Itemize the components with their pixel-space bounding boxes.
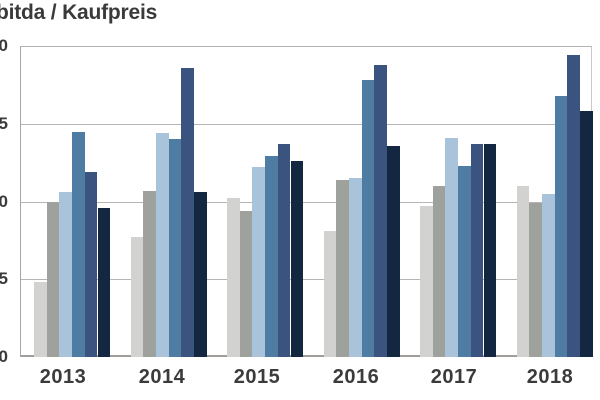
bar-2013-series-gray bbox=[46, 201, 60, 357]
bar-2014-series-gray bbox=[143, 190, 156, 357]
bar-2017-series-light-blue bbox=[445, 137, 459, 357]
x-axis-label-2016: 2016 bbox=[332, 366, 380, 388]
bar-2016-series-steel-blue bbox=[361, 80, 375, 357]
gridline-10 bbox=[21, 202, 591, 203]
gridline-5 bbox=[21, 279, 591, 280]
x-axis-label-2018: 2018 bbox=[526, 366, 574, 388]
bar-2013-series-light-blue bbox=[59, 192, 73, 357]
x-axis-label-2014: 2014 bbox=[138, 366, 186, 388]
bar-2018-series-navy bbox=[580, 111, 593, 357]
bar-2016-series-navy bbox=[387, 145, 400, 357]
bar-2017-series-dark-slate-blue bbox=[470, 143, 484, 357]
bar-2013-series-light-gray bbox=[34, 282, 47, 357]
bar-2016-series-light-blue bbox=[348, 178, 362, 357]
bar-2018-series-light-gray bbox=[516, 185, 530, 357]
bar-2013-series-steel-blue bbox=[72, 131, 85, 357]
bar-2014-series-light-blue bbox=[155, 133, 169, 357]
bar-2017-series-steel-blue bbox=[458, 165, 471, 357]
x-axis-label-2013: 2013 bbox=[39, 366, 87, 388]
bar-2017-series-light-gray bbox=[420, 206, 433, 357]
y-axis-tick-label: 0 bbox=[0, 347, 8, 366]
y-axis-tick-label: 10 bbox=[0, 192, 8, 211]
gridline-15 bbox=[21, 124, 591, 125]
bar-2014-series-navy bbox=[194, 192, 207, 357]
bar-2018-series-dark-slate-blue bbox=[567, 55, 580, 357]
bar-2016-series-dark-slate-blue bbox=[374, 64, 387, 357]
bar-2017-series-navy bbox=[483, 143, 497, 357]
bar-2015-series-light-gray bbox=[227, 198, 240, 357]
bar-2015-series-navy bbox=[290, 161, 304, 357]
y-axis-tick-label: 15 bbox=[0, 114, 8, 133]
x-axis-label-2015: 2015 bbox=[233, 366, 281, 388]
bar-2016-series-light-gray bbox=[323, 231, 337, 357]
x-axis-label-2017: 2017 bbox=[430, 366, 478, 388]
bar-2018-series-gray bbox=[529, 203, 542, 357]
y-axis-tick-label: 5 bbox=[0, 269, 8, 288]
bar-2014-series-light-gray bbox=[130, 237, 144, 357]
bar-2014-series-dark-slate-blue bbox=[181, 67, 194, 357]
bar-2017-series-gray bbox=[432, 185, 446, 357]
bar-2018-series-light-blue bbox=[541, 193, 555, 357]
bar-2013-series-dark-slate-blue bbox=[84, 171, 98, 357]
bar-2015-series-dark-slate-blue bbox=[277, 143, 291, 357]
bar-2016-series-gray bbox=[336, 179, 349, 357]
bar-2015-series-light-blue bbox=[252, 167, 266, 357]
bar-2015-series-gray bbox=[239, 210, 253, 357]
bar-2013-series-navy bbox=[97, 207, 111, 357]
chart-title: bitda / Kaufpreis bbox=[0, 1, 158, 24]
bar-2015-series-steel-blue bbox=[265, 156, 278, 357]
y-axis-tick-label: 20 bbox=[0, 36, 8, 55]
bar-2014-series-steel-blue bbox=[168, 139, 182, 357]
bar-2018-series-steel-blue bbox=[554, 95, 568, 357]
